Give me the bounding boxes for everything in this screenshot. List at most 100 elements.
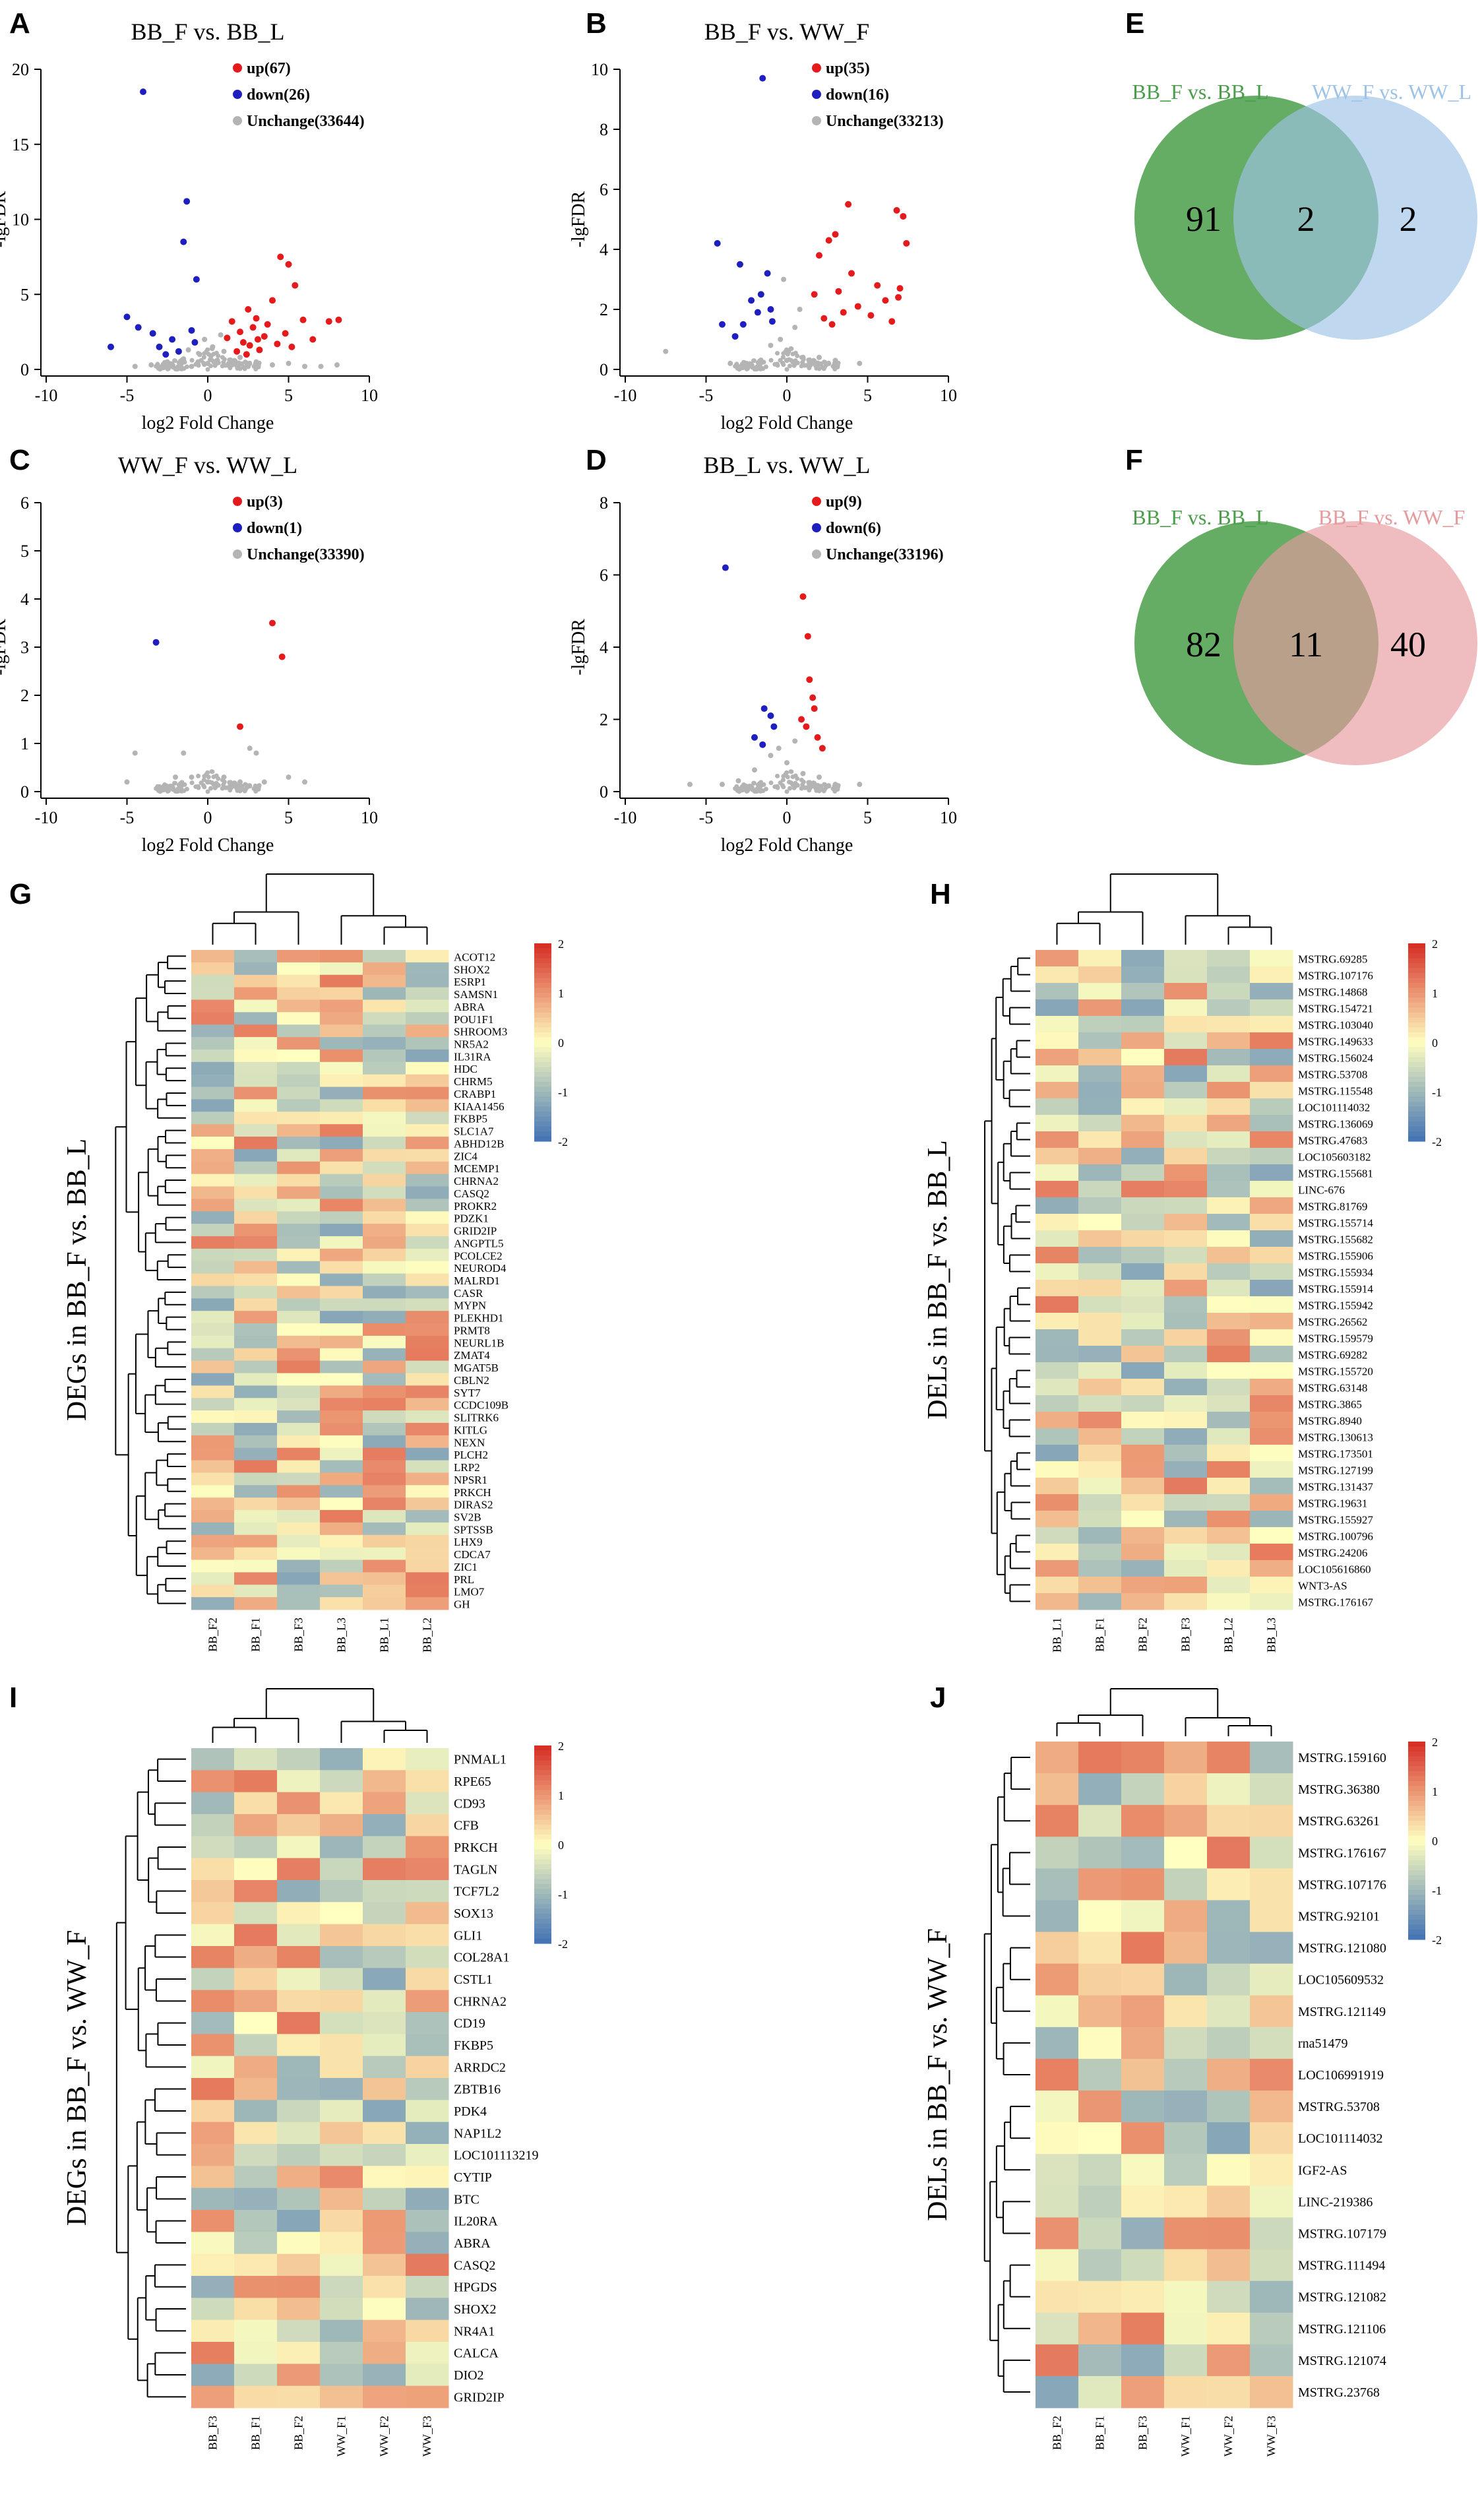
point-up	[882, 297, 889, 304]
heatmap-cell	[191, 1510, 235, 1523]
point-up	[832, 231, 839, 238]
heatmap-cell	[191, 1792, 235, 1815]
heatmap-cell	[406, 2100, 449, 2123]
heatmap-cell	[363, 1522, 406, 1536]
heatmap-cell	[1250, 2249, 1293, 2282]
point-unchange	[817, 774, 822, 780]
row-label: SOX13	[454, 1906, 493, 1921]
point-down	[156, 343, 163, 350]
point-unchange	[784, 770, 789, 775]
heatmap-cell	[1207, 999, 1251, 1017]
row-label: PNMAL1	[454, 1753, 507, 1767]
heatmap-cell	[1207, 1313, 1251, 1330]
heatmap-cell	[406, 1261, 449, 1274]
heatmap-cell	[277, 1924, 321, 1947]
heatmap-cell	[1250, 1742, 1293, 1774]
heatmap-cell	[363, 2364, 406, 2387]
heatmap-cell	[277, 1174, 321, 1187]
heatmap-cell	[191, 999, 235, 1013]
heatmap-cell	[1207, 1412, 1251, 1429]
point-unchange	[821, 366, 826, 371]
heatmap-cell	[1078, 1346, 1122, 1363]
heatmap-cell	[406, 1460, 449, 1473]
heatmap-cell	[363, 1348, 406, 1362]
heatmap-cell	[1164, 1932, 1208, 1965]
heatmap-cell	[1078, 1494, 1122, 1511]
heatmap-cell	[406, 1485, 449, 1498]
heatmap-cell	[1078, 1461, 1122, 1478]
colorbar: 210-1-2	[534, 1740, 568, 1951]
heatmap-cell	[1250, 1412, 1293, 1429]
point-unchange	[223, 363, 228, 368]
heatmap-cell	[406, 1348, 449, 1362]
colorbar-segment	[1408, 1865, 1425, 1871]
heatmap-cell	[1121, 1214, 1165, 1231]
point-unchange	[167, 363, 172, 369]
point-up	[282, 330, 289, 337]
point-down	[188, 327, 195, 334]
heatmap-cell	[1121, 1412, 1165, 1429]
heatmap-cell	[1121, 1115, 1165, 1132]
heatmap-cell	[1036, 1742, 1079, 1774]
colorbar-segment	[1408, 978, 1425, 984]
heatmap-cell	[1207, 2249, 1251, 2282]
point-unchange	[793, 350, 798, 356]
heatmap-cell	[363, 1360, 406, 1374]
y-tick-label: 0	[20, 360, 29, 379]
heatmap-cell	[1164, 1544, 1208, 1561]
heatmap-cell	[191, 1858, 235, 1881]
heatmap-cell	[406, 1248, 449, 1262]
point-unchange	[218, 332, 224, 338]
column-label: BB_L3	[1265, 1618, 1278, 1652]
heatmap-cell	[1036, 1148, 1079, 1165]
colorbar-segment	[1408, 1815, 1425, 1821]
colorbar-segment	[534, 1112, 551, 1117]
heatmap-cell	[1121, 1098, 1165, 1116]
heatmap-cell	[191, 1770, 235, 1793]
point-unchange	[207, 780, 212, 785]
row-label: MCEMP1	[454, 1162, 500, 1175]
colorbar-segment	[1408, 948, 1425, 954]
point-unchange	[836, 360, 841, 365]
heatmap-cell	[191, 1422, 235, 1436]
row-label: MSTRG.136069	[1298, 1118, 1373, 1131]
heatmap-cell	[191, 1112, 235, 1125]
heatmap-cell	[191, 1485, 235, 1498]
heatmap-cell	[1036, 2186, 1079, 2218]
heatmap-cell	[320, 1597, 363, 1610]
heatmap-cell	[363, 1858, 406, 1881]
heatmap-cell	[1036, 1805, 1079, 1837]
heatmap-cell	[277, 2232, 321, 2255]
colorbar-segment	[1408, 1013, 1425, 1019]
heatmap-cell	[1036, 1032, 1079, 1050]
colorbar-segment	[1408, 1096, 1425, 1102]
panel-label-e: E	[1125, 7, 1144, 40]
row-label: CHRM5	[454, 1075, 493, 1088]
heatmap-cell	[1164, 1478, 1208, 1495]
row-label: ABRA	[454, 1001, 485, 1013]
y-axis-label: -lgFDR	[569, 619, 589, 676]
heatmap-cell	[1121, 1995, 1165, 2028]
colorbar-segment	[1408, 1102, 1425, 1108]
heatmap-cell	[191, 1335, 235, 1349]
point-unchange	[257, 783, 262, 788]
heatmap-cell	[1164, 1313, 1208, 1330]
heatmap-cell	[363, 2056, 406, 2079]
heatmap-cell	[1078, 1181, 1122, 1198]
heatmap-cell	[406, 1311, 449, 1324]
row-label: CYTIP	[454, 2170, 492, 2185]
colorbar-segment	[1408, 1890, 1425, 1896]
heatmap-cell	[277, 2166, 321, 2189]
colorbar-segment	[534, 1765, 551, 1771]
heatmap-cell	[191, 1410, 235, 1424]
heatmap-cell	[277, 1286, 321, 1299]
heatmap-cell	[363, 1460, 406, 1473]
heatmap-cell	[1036, 1197, 1079, 1214]
heatmap-cell	[1207, 1868, 1251, 1901]
heatmap-cell	[277, 1137, 321, 1150]
x-tick-label: -5	[699, 808, 714, 827]
heatmap-cell	[277, 2034, 321, 2057]
heatmap-cell	[1250, 1428, 1293, 1445]
heatmap-cell	[277, 1748, 321, 1771]
heatmap-cell	[1036, 966, 1079, 984]
